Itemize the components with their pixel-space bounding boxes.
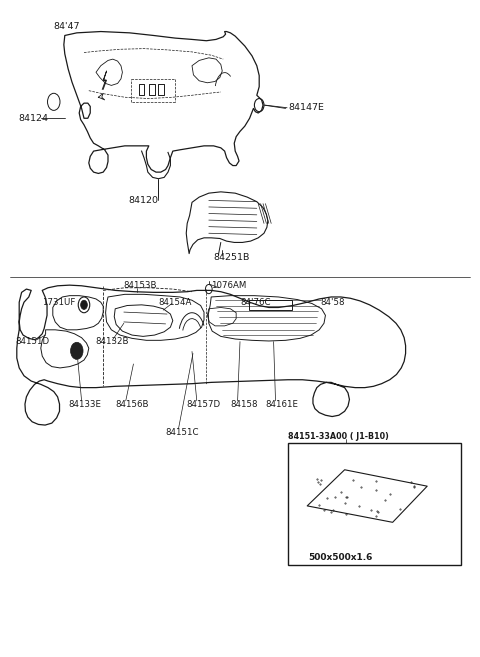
- Text: 84157D: 84157D: [186, 400, 220, 409]
- Text: 84151-33A00 ( J1-B10): 84151-33A00 ( J1-B10): [288, 432, 389, 441]
- Text: 84'76C: 84'76C: [240, 298, 271, 307]
- Text: 84151C: 84151C: [166, 428, 199, 437]
- Bar: [288, 443, 461, 565]
- Text: 84158: 84158: [230, 400, 258, 409]
- Text: 84'47: 84'47: [54, 22, 80, 31]
- Text: 1731UF: 1731UF: [42, 298, 76, 307]
- Text: 1076AM: 1076AM: [211, 281, 247, 290]
- Text: 84153B: 84153B: [124, 281, 157, 290]
- Text: 500x500x1.6: 500x500x1.6: [308, 553, 372, 562]
- Text: 84154A: 84154A: [158, 298, 192, 307]
- Circle shape: [81, 300, 87, 309]
- Text: 84161E: 84161E: [265, 400, 298, 409]
- Text: 84156B: 84156B: [115, 400, 149, 409]
- Circle shape: [71, 342, 83, 359]
- Text: 84120: 84120: [129, 196, 158, 205]
- Text: 84151D: 84151D: [15, 337, 49, 346]
- Text: 84132B: 84132B: [95, 337, 129, 346]
- Text: 84251B: 84251B: [214, 253, 250, 262]
- Text: 84124: 84124: [18, 114, 48, 123]
- Text: 84'58: 84'58: [321, 298, 345, 307]
- Text: 84147E: 84147E: [288, 103, 324, 112]
- Text: 84133E: 84133E: [68, 400, 101, 409]
- Bar: [249, 300, 292, 310]
